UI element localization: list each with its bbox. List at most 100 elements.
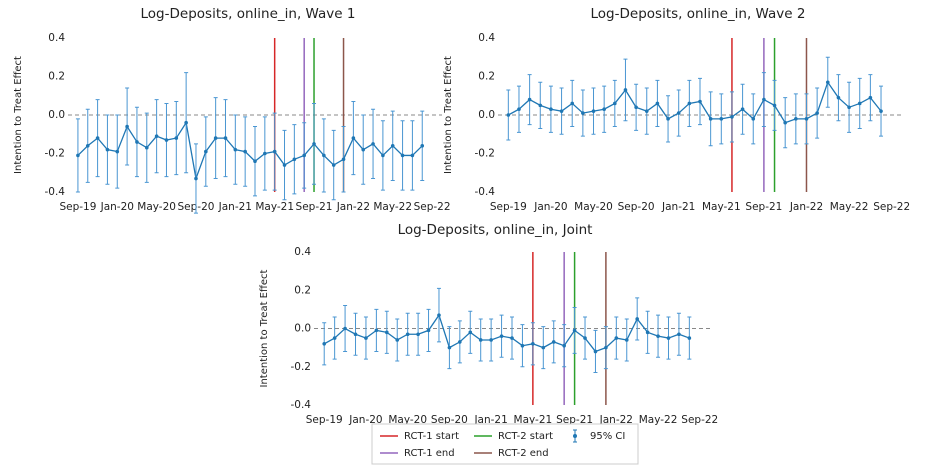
- x-tick-label: Jan-21: [661, 201, 695, 213]
- point: [416, 332, 420, 337]
- point: [613, 101, 617, 106]
- legend: RCT-1 start RCT-1 end RCT-2 start RCT-2 end…: [371, 423, 639, 465]
- point: [531, 342, 535, 346]
- x-tick-label: Sep-19: [306, 414, 343, 426]
- point: [478, 338, 483, 342]
- point: [666, 336, 671, 340]
- x-tick-label: Sep-22: [873, 201, 910, 213]
- x-tick-label: Sep-20: [618, 201, 655, 213]
- point: [371, 142, 375, 146]
- point: [135, 140, 139, 144]
- point: [602, 107, 606, 112]
- point: [405, 332, 410, 337]
- point: [815, 111, 819, 115]
- point: [458, 340, 462, 344]
- point: [520, 343, 525, 348]
- point: [655, 101, 660, 106]
- x-tick-label: May-22: [830, 201, 869, 213]
- point: [593, 349, 598, 354]
- x-tick-label: May-21: [514, 414, 553, 426]
- point: [804, 117, 809, 121]
- x-tick-label: Sep-22: [681, 414, 718, 426]
- legend-label: RCT-2 start: [498, 431, 553, 442]
- estimate-line: [508, 80, 882, 124]
- point: [772, 103, 777, 108]
- point: [879, 109, 883, 113]
- legend-label: RCT-2 end: [498, 448, 549, 459]
- point: [437, 313, 441, 317]
- point: [666, 117, 670, 121]
- point: [95, 136, 100, 140]
- point: [559, 109, 564, 113]
- x-tick-label: Sep-20: [431, 414, 468, 426]
- point: [213, 136, 218, 140]
- point: [115, 149, 120, 154]
- chart-title: Log-Deposits, online_in, Wave 2: [591, 6, 806, 22]
- point: [583, 336, 587, 340]
- point: [676, 111, 681, 115]
- point: [174, 136, 179, 140]
- y-tick-label: -0.4: [291, 399, 312, 411]
- y-tick-label: 0.0: [48, 109, 65, 121]
- point: [517, 107, 521, 112]
- point: [687, 101, 692, 106]
- point: [635, 317, 639, 321]
- point: [572, 328, 577, 333]
- point: [591, 109, 596, 113]
- y-axis-label: Intention to Treat Effect: [443, 56, 454, 174]
- point: [332, 336, 337, 340]
- point: [194, 176, 198, 181]
- y-tick-label: 0.4: [294, 246, 311, 258]
- x-tick-label: Sep-19: [59, 201, 96, 213]
- point: [233, 147, 238, 152]
- point: [447, 345, 452, 350]
- point: [677, 332, 681, 337]
- point: [857, 101, 862, 106]
- x-tick-label: Sep-19: [490, 201, 527, 213]
- x-tick-label: Jan-21: [473, 414, 507, 426]
- point: [341, 157, 346, 162]
- y-tick-label: -0.4: [45, 186, 66, 198]
- y-tick-label: 0.2: [294, 284, 311, 296]
- y-tick-label: -0.2: [45, 148, 66, 160]
- point: [551, 340, 556, 344]
- y-tick-label: -0.2: [291, 361, 312, 373]
- point: [527, 97, 532, 102]
- legend-label: RCT-1 start: [404, 431, 459, 442]
- legend-box: [371, 423, 639, 465]
- y-axis-label: Intention to Treat Effect: [259, 269, 270, 387]
- subplot: Log-Deposits, online_in, Wave 2 Intention…: [443, 6, 910, 213]
- point: [541, 345, 546, 350]
- point: [223, 136, 228, 140]
- point: [730, 115, 734, 119]
- point: [292, 157, 297, 162]
- point: [868, 95, 873, 100]
- x-tick-label: May-20: [388, 414, 427, 426]
- point: [164, 138, 169, 142]
- x-tick-label: Jan-20: [348, 414, 382, 426]
- x-tick-label: Jan-21: [218, 201, 252, 213]
- point: [604, 345, 608, 350]
- legend-swatch: [573, 434, 577, 438]
- x-tick-label: Sep-22: [414, 201, 451, 213]
- point: [644, 109, 649, 113]
- x-tick-label: Jan-22: [336, 201, 370, 213]
- point: [353, 332, 358, 337]
- point: [836, 95, 841, 100]
- y-tick-label: 0.4: [48, 32, 65, 44]
- point: [825, 80, 830, 85]
- point: [272, 149, 277, 154]
- point: [645, 330, 650, 335]
- point: [263, 151, 267, 156]
- point: [184, 120, 188, 125]
- point: [302, 153, 306, 158]
- chart-title: Log-Deposits, online_in, Joint: [398, 222, 593, 238]
- point: [499, 334, 504, 338]
- point: [125, 124, 129, 129]
- point: [253, 159, 257, 163]
- x-tick-label: May-22: [639, 414, 678, 426]
- point: [390, 144, 395, 148]
- y-axis-label: Intention to Treat Effect: [13, 56, 24, 174]
- x-tick-label: Sep-21: [745, 201, 782, 213]
- point: [322, 153, 326, 158]
